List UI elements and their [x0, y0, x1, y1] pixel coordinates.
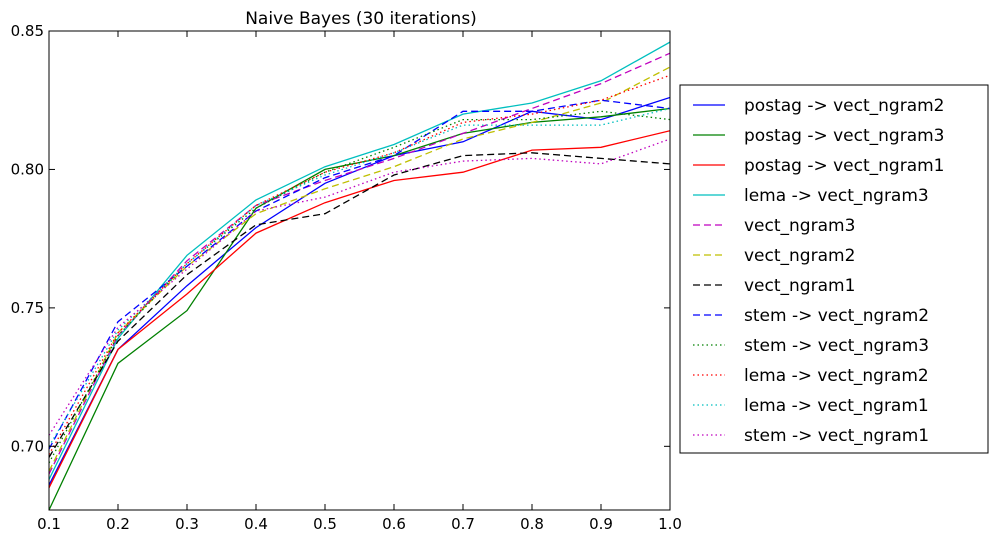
series-line-12	[49, 138, 670, 436]
series-line-9	[49, 110, 670, 464]
series-line-7	[49, 152, 670, 458]
series-line-5	[49, 52, 670, 475]
legend-label-10: lema -> vect_ngram2	[744, 366, 929, 386]
plot-frame	[48, 30, 671, 511]
chart-title: Naive Bayes (30 iterations)	[245, 9, 477, 29]
legend-label-5: vect_ngram3	[744, 216, 855, 236]
x-tick-label: 0.1	[37, 515, 61, 533]
legend-label-11: lema -> vect_ngram1	[744, 396, 929, 416]
series-line-3	[49, 130, 670, 489]
legend-label-8: stem -> vect_ngram2	[744, 306, 929, 326]
legend-label-3: postag -> vect_ngram1	[744, 156, 945, 176]
y-tick-label: 0.70	[11, 437, 44, 455]
series-line-6	[49, 66, 670, 472]
legend-label-1: postag -> vect_ngram2	[744, 96, 945, 116]
y-tick-label: 0.80	[11, 160, 44, 178]
legend-label-12: stem -> vect_ngram1	[744, 426, 929, 446]
legend-label-4: lema -> vect_ngram3	[744, 186, 929, 206]
y-tick-label: 0.85	[11, 22, 44, 40]
x-tick-label: 0.8	[520, 515, 544, 533]
x-tick-label: 0.2	[106, 515, 130, 533]
x-tick-label: 0.5	[313, 515, 337, 533]
x-tick-label: 0.7	[451, 515, 475, 533]
x-tick-label: 0.9	[589, 515, 613, 533]
series-line-4	[49, 41, 670, 480]
legend-label-2: postag -> vect_ngram3	[744, 126, 945, 146]
series-line-10	[49, 74, 670, 455]
legend-box	[679, 84, 989, 454]
legend-label-9: stem -> vect_ngram3	[744, 336, 929, 356]
series-line-11	[49, 107, 670, 447]
series-line-2	[49, 107, 670, 510]
ticks-layer: 0.1 0.2 0.3 0.4 0.5 0.6 0.7 0.8 0.9 1.0 0.70 0.75 0.…	[11, 22, 682, 533]
legend-label-7: vect_ngram1	[744, 276, 855, 296]
x-tick-label: 0.4	[244, 515, 268, 533]
y-tick-label: 0.75	[11, 299, 44, 317]
x-tick-label: 1.0	[658, 515, 682, 533]
x-tick-label: 0.3	[175, 515, 199, 533]
series-line-8	[49, 99, 670, 450]
series-layer	[49, 41, 670, 510]
x-tick-label: 0.6	[382, 515, 406, 533]
legend-label-6: vect_ngram2	[744, 246, 855, 266]
